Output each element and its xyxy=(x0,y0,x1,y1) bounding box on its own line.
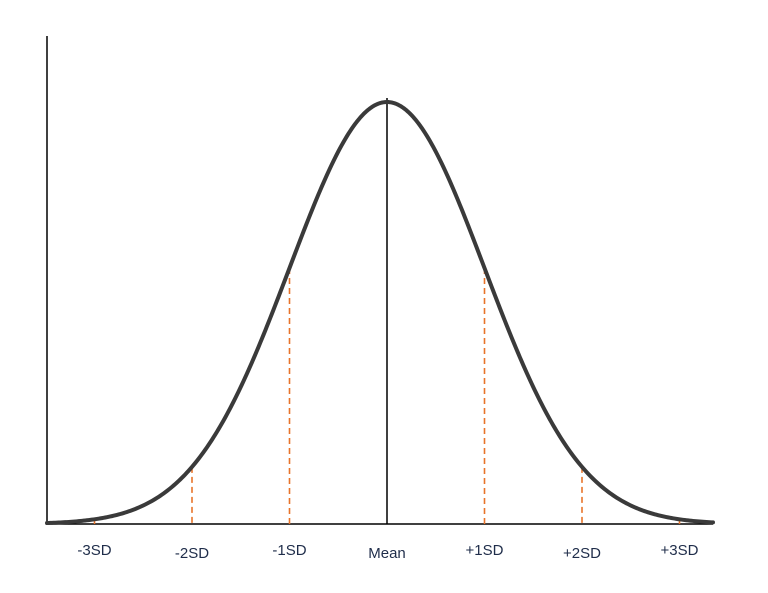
tick-labels: -3SD -2SD -1SD Mean +1SD +2SD +3SD xyxy=(77,542,698,562)
tick-label: +1SD xyxy=(466,542,504,559)
tick-label: -1SD xyxy=(272,542,306,559)
tick-label: +3SD xyxy=(661,542,699,559)
tick-label: -3SD xyxy=(77,542,111,559)
tick-label: Mean xyxy=(368,545,406,562)
sd-markers xyxy=(93,98,681,524)
tick-label: +2SD xyxy=(563,545,601,562)
bell-curve xyxy=(45,100,715,526)
tick-label: -2SD xyxy=(175,545,209,562)
